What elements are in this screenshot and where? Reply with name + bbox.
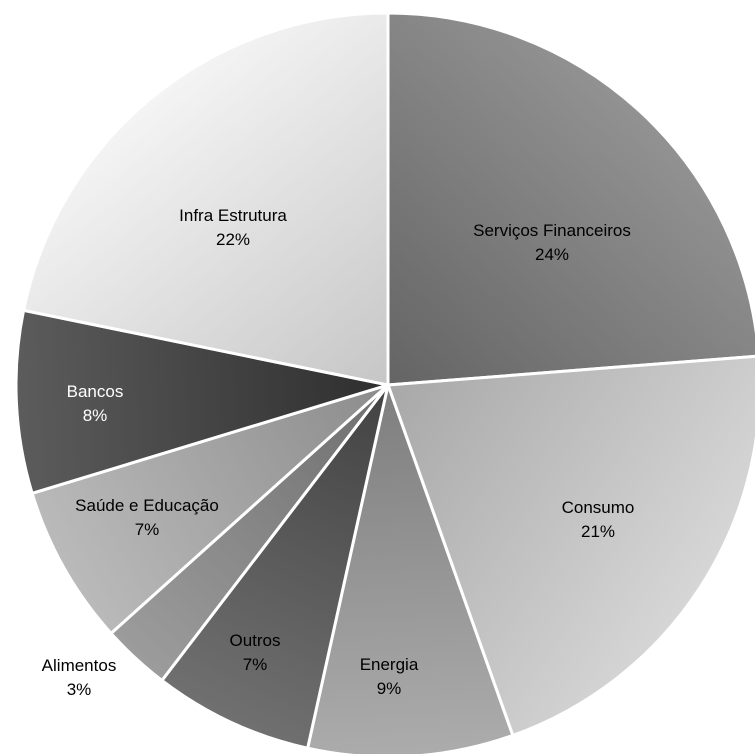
pie-slice (21, 11, 390, 387)
slice-percent-label: 22% (216, 230, 250, 249)
slice-category-label: Saúde e Educação (75, 496, 219, 515)
slice-category-label: Bancos (67, 382, 124, 401)
pie-slices (14, 11, 755, 754)
slice-percent-label: 21% (581, 522, 615, 541)
slice-category-label: Serviços Financeiros (473, 221, 631, 240)
slice-percent-label: 9% (377, 679, 402, 698)
pie-slice (30, 383, 390, 636)
pie-slice (159, 384, 390, 751)
slice-category-label: Infra Estrutura (179, 206, 287, 225)
slice-percent-label: 24% (535, 245, 569, 264)
pie-slice (14, 308, 389, 496)
slice-percent-label: 7% (243, 655, 268, 674)
slice-category-label: Outros (229, 631, 280, 650)
slice-percent-label: 3% (67, 680, 92, 699)
pie-labels: Serviços Financeiros 24% Consumo 21% Energia… (42, 206, 635, 699)
slice-percent-label: 7% (135, 520, 160, 539)
slice-percent-label: 8% (83, 406, 108, 425)
slice-category-label: Energia (360, 655, 419, 674)
pie-slice (305, 379, 515, 754)
pie-slice (386, 11, 755, 387)
slice-category-label: Alimentos (42, 656, 117, 675)
slice-category-label: Consumo (562, 498, 635, 517)
